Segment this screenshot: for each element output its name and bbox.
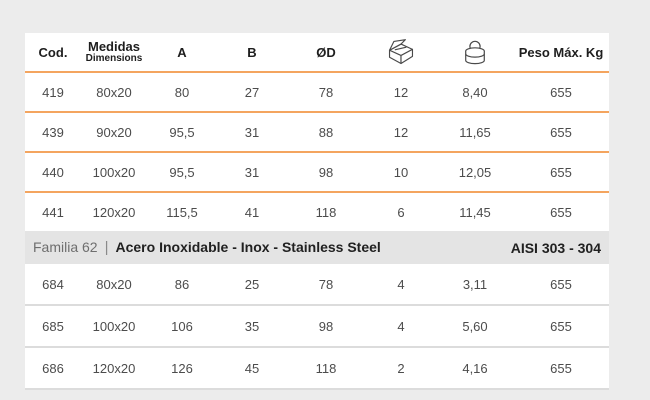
cell-peso-max: 655: [513, 112, 609, 153]
cell-a: 86: [147, 264, 217, 306]
cell-b: 35: [217, 305, 287, 348]
cell-b: 31: [217, 152, 287, 193]
family-title: Familia 62 | Acero Inoxidable - Inox - Sta…: [33, 239, 381, 256]
cell-peso-max: 655: [513, 152, 609, 193]
cell-peso-max: 655: [513, 305, 609, 348]
table-row: 686 120x20 126 45 118 2 4,16 655: [25, 347, 609, 390]
cell-od: 98: [287, 152, 365, 193]
cell-unit-weight: 8,40: [437, 72, 513, 113]
cell-box-qty: 10: [365, 152, 437, 193]
cell-medidas: 120x20: [92, 204, 136, 220]
col-header-a: A: [147, 33, 217, 73]
cell-a: 95,5: [147, 112, 217, 153]
familia-label: Familia 62: [33, 239, 98, 255]
cell-medidas: 80x20: [81, 264, 147, 306]
aisi-grade-label: AISI 303 - 304: [510, 239, 601, 256]
col-header-box-qty: [365, 33, 437, 73]
table-row: 419 80x20 80 27 78 12 8,40 655: [25, 72, 609, 113]
cell-unit-weight: 4,16: [437, 347, 513, 390]
cell-b: 27: [217, 72, 287, 113]
family-band: Familia 62 | Acero Inoxidable - Inox - Sta…: [25, 231, 609, 264]
cell-cod: 419: [25, 72, 81, 113]
cell-cod: 685: [25, 305, 81, 348]
cell-unit-weight: 3,11: [437, 264, 513, 306]
header-row: Cod. Medidas Dimensions A B ØD: [25, 33, 609, 73]
cell-od: 118: [315, 204, 337, 220]
ball-transfer-unit-icon: [462, 38, 488, 66]
cell-box-qty: 12: [365, 112, 437, 153]
cell-unit-weight: 11,65: [437, 112, 513, 153]
col-header-od: ØD: [287, 33, 365, 73]
dimensions-label: Dimensions: [85, 52, 143, 64]
box-icon: [386, 38, 416, 66]
cell-medidas: 100x20: [81, 305, 147, 348]
cell-peso-max: 655: [513, 347, 609, 390]
table-row: 439 90x20 95,5 31 88 12 11,65 655: [25, 112, 609, 153]
cell-box-qty: 12: [365, 72, 437, 113]
cell-cod: 686: [25, 347, 81, 390]
medidas-label: Medidas: [87, 38, 140, 54]
col-header-medidas: Medidas Dimensions: [81, 33, 147, 73]
cell-box-qty: 2: [365, 347, 437, 390]
cell-a: 115,5: [166, 204, 198, 220]
table-row: 684 80x20 86 25 78 4 3,11 655: [25, 264, 609, 306]
cell-cod: 441: [42, 204, 64, 220]
col-header-peso-max: Peso Máx. Kg: [513, 33, 609, 73]
cell-b: 25: [217, 264, 287, 306]
cell-cod: 440: [25, 152, 81, 193]
cell-unit-weight: 12,05: [437, 152, 513, 193]
pipe-divider: |: [104, 239, 109, 256]
cell-b: 31: [217, 112, 287, 153]
cell-a: 80: [147, 72, 217, 113]
col-header-b: B: [217, 33, 287, 73]
cell-a: 126: [147, 347, 217, 390]
cell-peso-max: 655: [513, 264, 609, 306]
col-header-cod: Cod.: [25, 33, 81, 73]
cell-a: 106: [147, 305, 217, 348]
cell-box-qty: 4: [365, 305, 437, 348]
table-row: 441 120x20 115,5 41 118 6 11,45 655: [25, 192, 609, 231]
cell-medidas: 100x20: [81, 152, 147, 193]
cell-od: 118: [287, 347, 365, 390]
cell-b: 41: [244, 204, 260, 220]
cell-od: 98: [287, 305, 365, 348]
cell-medidas: 120x20: [81, 347, 147, 390]
cell-cod: 684: [25, 264, 81, 306]
cell-peso-max: 655: [513, 72, 609, 113]
cell-box-qty: 6: [397, 204, 405, 220]
col-header-unit-weight: [437, 33, 513, 73]
product-table: Cod. Medidas Dimensions A B ØD: [25, 33, 609, 390]
cell-box-qty: 4: [365, 264, 437, 306]
material-label: Acero Inoxidable - Inox - Stainless Stee…: [115, 239, 381, 255]
cell-od: 88: [287, 112, 365, 153]
cell-b: 45: [217, 347, 287, 390]
cell-medidas: 90x20: [81, 112, 147, 153]
family-band-row: Familia 62 | Acero Inoxidable - Inox - Sta…: [25, 231, 609, 264]
table-row: 685 100x20 106 35 98 4 5,60 655: [25, 305, 609, 348]
cell-od: 78: [287, 264, 365, 306]
cell-cod: 439: [25, 112, 81, 153]
cell-unit-weight: 11,45: [459, 204, 491, 220]
table-row: 440 100x20 95,5 31 98 10 12,05 655: [25, 152, 609, 193]
cell-a: 95,5: [147, 152, 217, 193]
cell-od: 78: [287, 72, 365, 113]
cell-unit-weight: 5,60: [437, 305, 513, 348]
cell-peso-max: 655: [550, 204, 572, 220]
cell-medidas: 80x20: [81, 72, 147, 113]
catalog-table-container: Cod. Medidas Dimensions A B ØD: [25, 33, 609, 390]
